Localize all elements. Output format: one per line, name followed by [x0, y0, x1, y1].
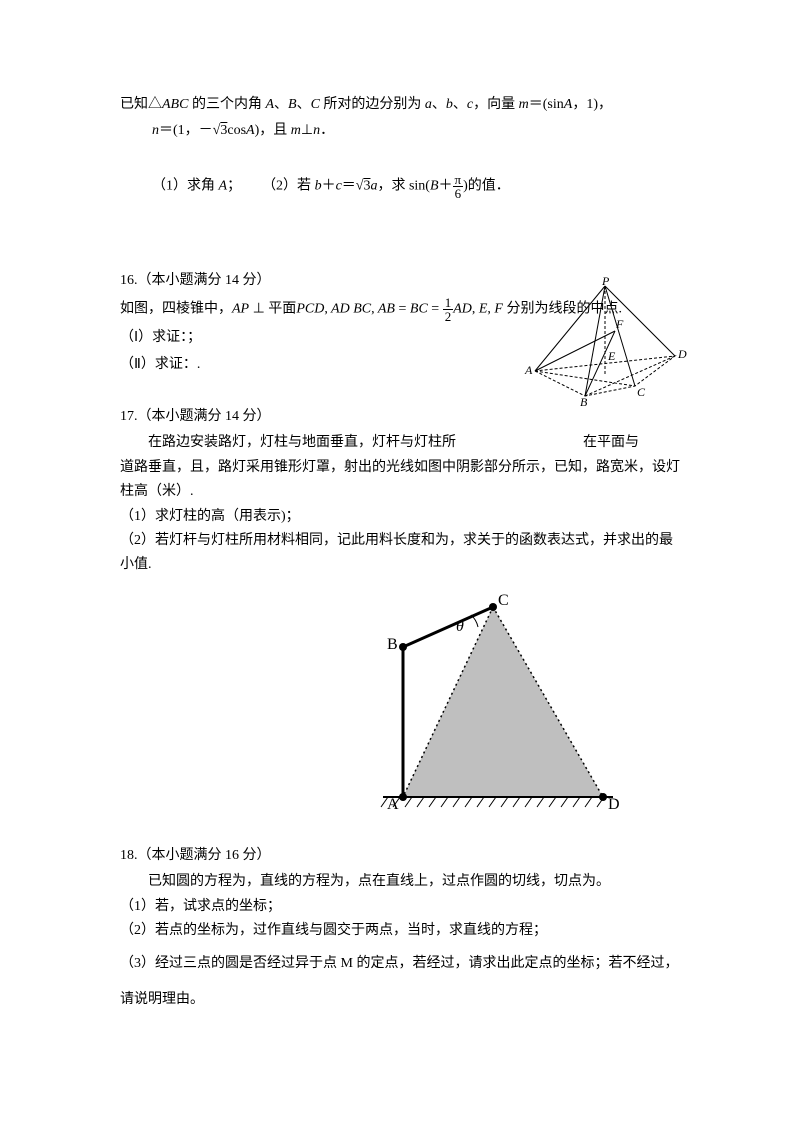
text: ⊥ 平面: [249, 302, 296, 317]
text: AD: [453, 302, 472, 317]
label-C: C: [498, 592, 509, 609]
text: n: [152, 123, 159, 138]
text: 在平面与: [583, 435, 639, 450]
label-P: P: [601, 276, 610, 288]
label-A: A: [387, 796, 399, 813]
text: 、: [274, 97, 288, 112]
q15-line2: n＝(1，－√3cosA)，且 m⊥n．: [152, 120, 685, 142]
q17-diagram: A B C D θ: [280, 587, 685, 835]
text: 、: [432, 97, 446, 112]
text: ＝: [342, 179, 356, 194]
label-B: B: [387, 636, 398, 653]
text: a: [425, 97, 432, 112]
frac-num: π: [453, 173, 464, 187]
text: ＝(1，－: [159, 123, 213, 138]
text: =: [428, 302, 443, 317]
text: m: [291, 123, 301, 138]
label-F: F: [615, 317, 624, 331]
label-B: B: [580, 395, 588, 406]
text: m: [519, 97, 529, 112]
text: 、: [453, 97, 467, 112]
q17-sub1: （1）求灯柱的高（用表示)；: [120, 506, 685, 528]
text: 所对的边分别为: [320, 97, 425, 112]
q17-line1: 在路边安装路灯，灯柱与地面垂直，灯杆与灯柱所 在平面与: [120, 432, 685, 454]
text: ，1)，: [572, 97, 612, 112]
text: （1）求角: [152, 179, 219, 194]
text: E: [475, 302, 487, 317]
text: )，且: [255, 123, 291, 138]
text: BC: [350, 302, 371, 317]
text: 在路边安装路灯，灯柱与地面垂直，灯杆与灯柱所: [120, 435, 456, 450]
frac-num: 1: [443, 296, 454, 310]
text: AB: [375, 302, 395, 317]
text: B: [288, 97, 297, 112]
label-D: D: [608, 796, 620, 813]
text: 已知△: [120, 97, 162, 112]
q17-sub2b: 小值.: [120, 554, 685, 576]
q17-sub2: （2）若灯杆与灯柱所用材料相同，记此用料长度和为，求关于的函数表达式，并求出的最: [120, 530, 685, 552]
text: A: [265, 97, 274, 112]
q18-line1: 已知圆的方程为，直线的方程为，点在直线上，过点作圆的切线，切点为。: [120, 871, 685, 893]
text: ＋: [439, 179, 453, 194]
q15-subs: （1）求角 A； （2）若 b＋c＝√3a，求 sin(B＋π6)的值．: [152, 173, 685, 200]
text: cos: [227, 123, 246, 138]
text: ，求 sin(: [377, 179, 430, 194]
frac-den: 6: [453, 187, 464, 200]
label-E: E: [607, 349, 616, 363]
text: AP: [232, 302, 249, 317]
text: )的值．: [463, 179, 510, 194]
text: AD: [328, 302, 350, 317]
text: B: [430, 179, 439, 194]
label-D: D: [677, 347, 687, 361]
text: A: [219, 179, 228, 194]
q15-line1: 已知△ABC 的三个内角 A、B、C 所对的边分别为 a、b、c，向量 m＝(s…: [120, 94, 685, 116]
text: ＝(sin: [529, 97, 564, 112]
text: ABC: [162, 97, 188, 112]
text: ⊥: [301, 123, 313, 138]
text: A: [246, 123, 255, 138]
q18-sub3b: 请说明理由。: [120, 989, 685, 1011]
q17-line3: 柱高（米）.: [120, 481, 685, 503]
text: C: [311, 97, 320, 112]
text: 的三个内角: [188, 97, 265, 112]
text: BC: [410, 302, 428, 317]
text: =: [395, 302, 410, 317]
q17-line2: 道路垂直，且，路灯采用锥形灯罩，射出的光线如图中阴影部分所示，已知，路宽米，设灯: [120, 457, 685, 479]
text: 、: [297, 97, 311, 112]
q18-header: 18.（本小题满分 16 分）: [120, 845, 685, 867]
frac-den: 2: [443, 310, 454, 323]
text: b: [446, 97, 453, 112]
label-C: C: [637, 385, 646, 399]
text: 如图，四棱锥中，: [120, 302, 232, 317]
q16-diagram: P F E A B C D: [515, 276, 695, 414]
q18-sub2: （2）若点的坐标为，过作直线与圆交于两点，当时，求直线的方程；: [120, 920, 685, 942]
text: ，向量: [473, 97, 519, 112]
text: ＋: [322, 179, 336, 194]
label-theta: θ: [456, 618, 464, 635]
q18-sub1: （1）若，试求点的坐标；: [120, 896, 685, 918]
text: （2）若: [262, 179, 315, 194]
text: PCD: [296, 302, 324, 317]
label-A: A: [524, 363, 533, 377]
text: F: [491, 302, 503, 317]
text: b: [315, 179, 322, 194]
text: ；: [227, 179, 241, 194]
q18-sub3a: （3）经过三点的圆是否经过异于点 M 的定点，若经过，请求出此定点的坐标；若不经…: [120, 953, 685, 975]
text: ．: [320, 123, 334, 138]
